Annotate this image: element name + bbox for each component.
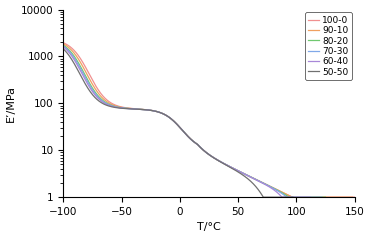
100-0 xyxy=(290,196,295,198)
60-40 xyxy=(61,46,66,49)
100-0 xyxy=(193,141,197,144)
80-20 xyxy=(216,159,220,162)
Legend: 100-0, 90-10, 80-20, 70-30, 60-40, 50-50: 100-0, 90-10, 80-20, 70-30, 60-40, 50-50 xyxy=(305,12,352,80)
50-50 xyxy=(120,107,125,110)
90-10 xyxy=(135,108,140,110)
80-20 xyxy=(287,196,291,198)
Line: 50-50: 50-50 xyxy=(64,49,293,197)
80-20 xyxy=(61,44,66,47)
80-20 xyxy=(129,107,133,110)
70-30 xyxy=(61,45,66,48)
80-20 xyxy=(236,169,240,172)
100-0 xyxy=(352,196,357,198)
50-50 xyxy=(234,169,238,172)
50-50 xyxy=(196,144,201,147)
70-30 xyxy=(128,107,132,110)
60-40 xyxy=(207,153,211,156)
60-40 xyxy=(280,196,285,198)
X-axis label: T/°C: T/°C xyxy=(197,223,221,233)
80-20 xyxy=(180,128,184,131)
80-20 xyxy=(259,180,263,183)
Line: 60-40: 60-40 xyxy=(64,47,310,197)
Line: 80-20: 80-20 xyxy=(64,45,326,197)
100-0 xyxy=(136,108,141,110)
80-20 xyxy=(108,103,112,106)
90-10 xyxy=(290,196,295,198)
90-10 xyxy=(112,104,117,107)
60-40 xyxy=(247,175,252,178)
50-50 xyxy=(102,103,106,106)
90-10 xyxy=(231,167,236,170)
Line: 90-10: 90-10 xyxy=(64,44,352,197)
100-0 xyxy=(280,191,285,194)
70-30 xyxy=(234,168,238,171)
100-0 xyxy=(233,168,237,171)
50-50 xyxy=(261,196,266,198)
70-30 xyxy=(285,196,289,198)
60-40 xyxy=(308,196,313,198)
50-50 xyxy=(290,196,295,198)
60-40 xyxy=(125,107,129,110)
100-0 xyxy=(61,41,66,44)
90-10 xyxy=(254,178,259,181)
90-10 xyxy=(61,43,66,45)
90-10 xyxy=(350,196,354,198)
60-40 xyxy=(226,164,231,167)
Y-axis label: E’/MPa: E’/MPa xyxy=(6,85,16,122)
70-30 xyxy=(107,104,111,106)
50-50 xyxy=(165,114,169,117)
90-10 xyxy=(279,190,283,193)
100-0 xyxy=(113,104,117,106)
70-30 xyxy=(213,158,218,160)
50-50 xyxy=(61,48,66,50)
90-10 xyxy=(192,141,196,144)
Line: 100-0: 100-0 xyxy=(64,43,354,197)
60-40 xyxy=(105,103,110,106)
Line: 70-30: 70-30 xyxy=(64,46,322,197)
100-0 xyxy=(256,179,260,182)
70-30 xyxy=(256,179,260,182)
50-50 xyxy=(215,158,219,161)
70-30 xyxy=(178,127,183,129)
70-30 xyxy=(320,196,324,198)
80-20 xyxy=(323,196,328,198)
60-40 xyxy=(173,121,177,124)
